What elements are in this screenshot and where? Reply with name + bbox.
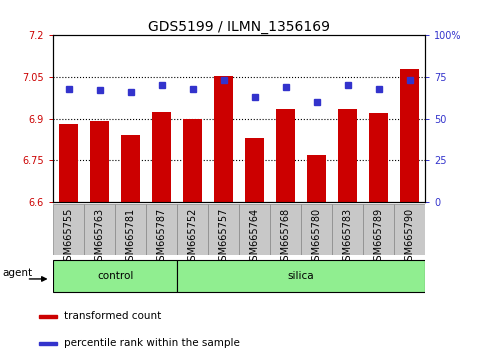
- Bar: [39, 315, 57, 318]
- Bar: [53, 204, 84, 255]
- Bar: [152, 112, 171, 202]
- Bar: [146, 204, 177, 255]
- Text: transformed count: transformed count: [64, 311, 161, 321]
- Bar: [338, 109, 357, 202]
- Bar: [90, 121, 109, 202]
- Bar: [84, 204, 115, 255]
- Bar: [39, 342, 57, 345]
- Text: GSM665755: GSM665755: [64, 208, 73, 267]
- Text: GSM665783: GSM665783: [342, 208, 353, 267]
- Bar: [177, 204, 208, 255]
- Text: GSM665757: GSM665757: [219, 208, 228, 267]
- Bar: [184, 119, 202, 202]
- Bar: [121, 135, 140, 202]
- Title: GDS5199 / ILMN_1356169: GDS5199 / ILMN_1356169: [148, 21, 330, 34]
- FancyBboxPatch shape: [177, 260, 425, 292]
- Bar: [245, 138, 264, 202]
- Text: GSM665780: GSM665780: [312, 208, 322, 267]
- Bar: [59, 124, 78, 202]
- Text: percentile rank within the sample: percentile rank within the sample: [64, 338, 240, 348]
- Text: control: control: [97, 271, 133, 281]
- Bar: [301, 204, 332, 255]
- FancyBboxPatch shape: [53, 260, 177, 292]
- Text: agent: agent: [3, 268, 33, 278]
- Bar: [239, 204, 270, 255]
- Text: GSM665763: GSM665763: [95, 208, 105, 267]
- Bar: [208, 204, 239, 255]
- Text: GSM665787: GSM665787: [156, 208, 167, 267]
- Bar: [369, 113, 388, 202]
- Bar: [332, 204, 363, 255]
- Bar: [214, 76, 233, 202]
- Text: GSM665764: GSM665764: [250, 208, 259, 267]
- Bar: [307, 155, 326, 202]
- Text: GSM665768: GSM665768: [281, 208, 291, 267]
- Text: GSM665752: GSM665752: [187, 208, 198, 267]
- Text: silica: silica: [288, 271, 314, 281]
- Bar: [400, 69, 419, 202]
- Text: GSM665789: GSM665789: [373, 208, 384, 267]
- Bar: [394, 204, 425, 255]
- Bar: [276, 109, 295, 202]
- Bar: [115, 204, 146, 255]
- Bar: [363, 204, 394, 255]
- Text: GSM665790: GSM665790: [405, 208, 414, 267]
- Bar: [270, 204, 301, 255]
- Text: GSM665781: GSM665781: [126, 208, 136, 267]
